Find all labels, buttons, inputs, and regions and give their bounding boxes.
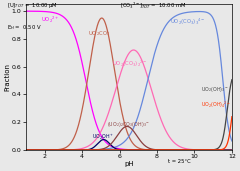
Text: UO$_2$$^{2+}$: UO$_2$$^{2+}$: [41, 15, 59, 25]
Text: UO$_2$(CO$_3$)$_2$$^{2-}$: UO$_2$(CO$_3$)$_2$$^{2-}$: [112, 58, 147, 69]
Text: t = 25°C: t = 25°C: [168, 159, 191, 164]
Text: [CO$_3$$^{2-}$]$_{TOT}$ =  10.00 mM: [CO$_3$$^{2-}$]$_{TOT}$ = 10.00 mM: [120, 1, 186, 11]
Text: [U]$_{TOT}$ =  10.00 μM: [U]$_{TOT}$ = 10.00 μM: [7, 1, 58, 10]
Y-axis label: Fraction: Fraction: [4, 63, 10, 91]
Text: E$_H$ =  0.50 V: E$_H$ = 0.50 V: [7, 23, 42, 32]
Text: UO$_2$(CO$_3$)$_3$$^{4-}$: UO$_2$(CO$_3$)$_3$$^{4-}$: [170, 17, 205, 27]
Text: UO$_2$OH$^+$: UO$_2$OH$^+$: [92, 133, 114, 142]
Text: (UO$_2$)$_2$CO$_3$(OH)$_3$$^-$: (UO$_2$)$_2$CO$_3$(OH)$_3$$^-$: [107, 120, 151, 129]
X-axis label: pH: pH: [124, 161, 134, 167]
Text: UO$_2$(OH)$_4$$^{2-}$: UO$_2$(OH)$_4$$^{2-}$: [201, 99, 231, 110]
Text: UO$_2$(OH)$_3$$^-$: UO$_2$(OH)$_3$$^-$: [201, 86, 229, 94]
Text: UO$_2$CO$_3$: UO$_2$CO$_3$: [88, 29, 110, 38]
